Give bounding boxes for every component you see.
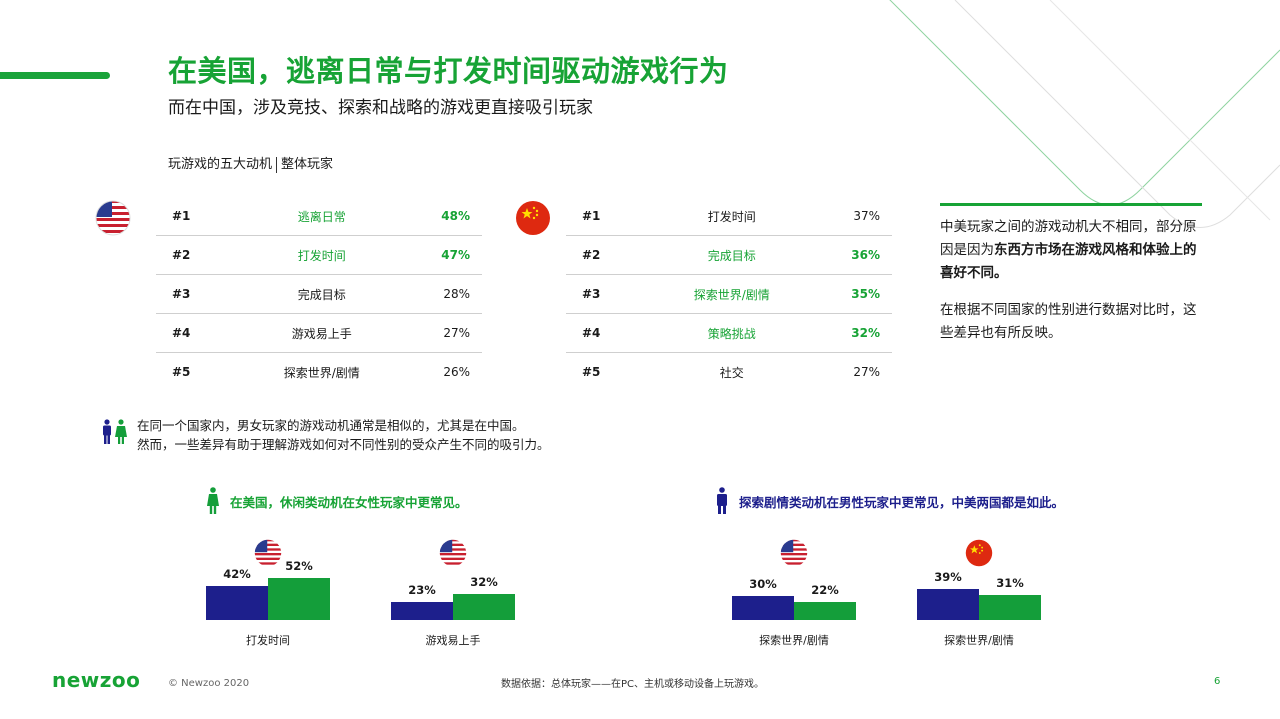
page-number: 6: [1214, 676, 1221, 687]
female-value-label: 22%: [811, 583, 839, 598]
us-motivation-table: #1 逃离日常 48% #2 打发时间 47% #3 完成目标 28% #4 游戏易上手 27% #5 探…: [156, 197, 482, 391]
female-value-label: 32%: [470, 575, 498, 590]
percentage: 48%: [403, 197, 482, 236]
insight-box: 中美玩家之间的游戏动机大不相同，部分原因是因为东西方市场在游戏风格和体验上的喜好…: [940, 203, 1202, 359]
rank-number: #1: [156, 197, 240, 236]
table-row: #5 社交 27%: [566, 353, 892, 392]
motivation-label: 社交: [719, 365, 744, 380]
female-bar: [979, 595, 1041, 620]
us-flag-icon: [780, 539, 808, 571]
section-label-right: 整体玩家: [281, 157, 334, 172]
female-value-label: 52%: [285, 559, 313, 574]
female-bar: [794, 602, 856, 620]
us-flag-icon: [95, 200, 131, 240]
table-row: #2 打发时间 47%: [156, 235, 482, 275]
percentage: 28%: [403, 274, 482, 314]
percentage: 32%: [813, 313, 892, 353]
table-row: #1 打发时间 37%: [566, 197, 892, 236]
motivation-label: 打发时间: [649, 197, 814, 236]
cn-table-body: #1 打发时间 37% #2 完成目标 36% #3 探索世界/剧情 35% #4 策略挑战 32% #…: [566, 197, 892, 391]
category-label: 探索世界/剧情: [944, 634, 1014, 647]
female-bar: [268, 578, 330, 620]
rank-number: #3: [566, 274, 650, 314]
page-title: 在美国，逃离日常与打发时间驱动游戏行为: [168, 54, 729, 88]
rank-number: #5: [172, 365, 191, 379]
rank-number: #4: [156, 313, 240, 353]
percentage: 37%: [813, 197, 892, 236]
insight-paragraph-1: 中美玩家之间的游戏动机大不相同，部分原因是因为东西方市场在游戏风格和体验上的喜好…: [940, 216, 1202, 285]
motivation-label: 逃离日常: [239, 197, 404, 236]
data-source: 数据依据：总体玩家——在PC、主机或移动设备上玩游戏。: [501, 679, 765, 690]
table-row: #4 游戏易上手 27%: [156, 313, 482, 353]
category-label: 打发时间: [246, 634, 290, 647]
male-bar: [917, 588, 979, 620]
motivation-label: 策略挑战: [649, 313, 814, 353]
female-value-label: 31%: [996, 576, 1024, 591]
male-bar: [732, 596, 794, 620]
rank-number: #1: [566, 197, 650, 236]
category-label: 游戏易上手: [425, 634, 481, 647]
rank-number: #3: [156, 274, 240, 314]
motivation-label: 打发时间: [239, 235, 404, 275]
percentage: 27%: [853, 365, 880, 379]
percentage: 47%: [403, 235, 482, 275]
female-icon: [206, 487, 220, 519]
us-flag-icon: [254, 539, 282, 571]
male-icon: [715, 487, 729, 519]
gender-note-line-2: 然而，一些差异有助于理解游戏如何对不同性别的受众产生不同的吸引力。: [137, 437, 550, 452]
female-bar: [453, 594, 515, 620]
gender-note: 在同一个国家内，男女玩家的游戏动机通常是相似的，尤其是在中国。 然而，一些差异有…: [137, 416, 550, 454]
male-bar: [206, 586, 268, 620]
table-row: #3 探索世界/剧情 35%: [566, 274, 892, 314]
category-label: 探索世界/剧情: [759, 634, 829, 647]
motivation-label: 游戏易上手: [239, 313, 404, 353]
male-value-label: 42%: [223, 567, 251, 582]
china-flag-icon: [965, 539, 993, 571]
cn-motivation-table: #1 打发时间 37% #2 完成目标 36% #3 探索世界/剧情 35% #4 策略挑战 32% #…: [566, 197, 892, 391]
accent-bar: [0, 72, 110, 79]
section-label: 玩游戏的五大动机 整体玩家: [168, 153, 333, 173]
gender-icon: [100, 419, 130, 449]
insight-paragraph-2: 在根据不同国家的性别进行数据对比时，这些差异也有所反映。: [940, 302, 1197, 341]
male-chart-title: 探索剧情类动机在男性玩家中更常见，中美两国都是如此。: [739, 495, 1065, 510]
motivation-label: 探索世界/剧情: [283, 365, 360, 380]
table-row: #3 完成目标 28%: [156, 274, 482, 314]
separator: [276, 156, 278, 173]
percentage: 27%: [403, 313, 482, 353]
us-table-body: #1 逃离日常 48% #2 打发时间 47% #3 完成目标 28% #4 游戏易上手 27% #5 探…: [156, 197, 482, 391]
male-value-label: 23%: [408, 582, 436, 597]
section-label-left: 玩游戏的五大动机: [168, 157, 273, 172]
insight-text: 中美玩家之间的游戏动机大不相同，部分原因是因为: [940, 219, 1197, 258]
percentage: 26%: [443, 365, 470, 379]
rank-number: #4: [566, 313, 650, 353]
table-row: #1 逃离日常 48%: [156, 197, 482, 236]
percentage: 36%: [813, 235, 892, 275]
table-row: #5 探索世界/剧情 26%: [156, 353, 482, 392]
rank-number: #5: [582, 365, 601, 379]
newzoo-logo: newzoo: [52, 668, 141, 692]
insight-emphasis: 东西方市场在游戏风格和体验上的喜好不同。: [940, 242, 1197, 281]
rank-number: #2: [566, 235, 650, 275]
male-value-label: 39%: [934, 569, 962, 584]
china-flag-icon: [515, 200, 551, 240]
motivation-label: 完成目标: [649, 235, 814, 275]
male-value-label: 30%: [749, 577, 777, 591]
table-row: #4 策略挑战 32%: [566, 313, 892, 353]
percentage: 35%: [813, 274, 892, 314]
female-chart-title: 在美国，休闲类动机在女性玩家中更常见。: [230, 495, 468, 510]
copyright: © Newzoo 2020: [168, 678, 250, 689]
motivation-label: 探索世界/剧情: [649, 274, 814, 314]
rank-number: #2: [156, 235, 240, 275]
us-flag-icon: [439, 539, 467, 571]
page-subtitle: 而在中国，涉及竞技、探索和战略的游戏更直接吸引玩家: [168, 98, 593, 118]
insight-rule: [940, 203, 1202, 206]
male-bar: [391, 601, 453, 620]
table-row: #2 完成目标 36%: [566, 235, 892, 275]
gender-note-line-1: 在同一个国家内，男女玩家的游戏动机通常是相似的，尤其是在中国。: [137, 418, 525, 433]
motivation-label: 完成目标: [239, 274, 404, 314]
